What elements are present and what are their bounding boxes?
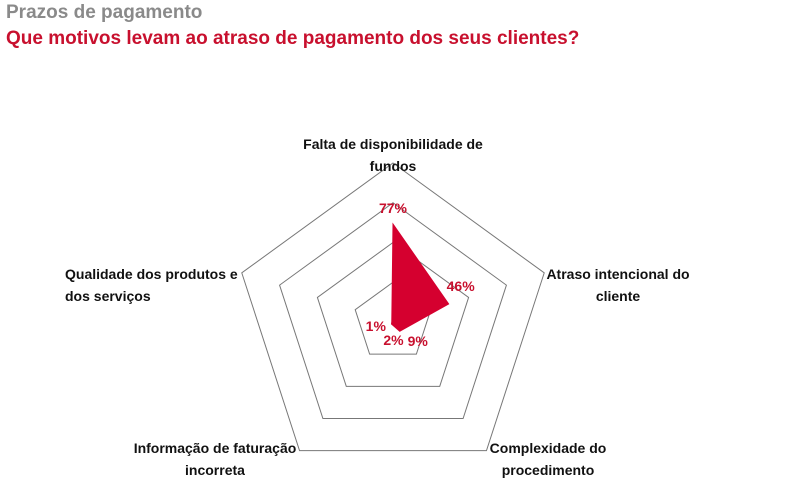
value-label: 2% bbox=[383, 332, 404, 349]
kicker: Prazos de pagamento bbox=[6, 2, 203, 23]
category-label: Complexidade do procedimento bbox=[489, 440, 607, 478]
radar-area bbox=[390, 222, 450, 332]
category-label: Informação de faturação incorreta bbox=[133, 440, 297, 478]
grid-ring bbox=[241, 162, 545, 452]
category-label: Atraso intencional do cliente bbox=[546, 266, 690, 304]
category-label: Qualidade dos produtos e dos serviços bbox=[65, 266, 238, 304]
value-label: 1% bbox=[365, 317, 386, 334]
value-label: 46% bbox=[446, 277, 475, 294]
grid-ring bbox=[316, 241, 470, 387]
grid-ring bbox=[278, 202, 508, 419]
category-label: Falta de disponibilidade de fundos bbox=[303, 136, 483, 174]
chart-title: Que motivos levam ao atraso de pagamento… bbox=[6, 28, 580, 49]
value-label: 77% bbox=[378, 200, 408, 217]
value-label: 9% bbox=[407, 333, 428, 350]
